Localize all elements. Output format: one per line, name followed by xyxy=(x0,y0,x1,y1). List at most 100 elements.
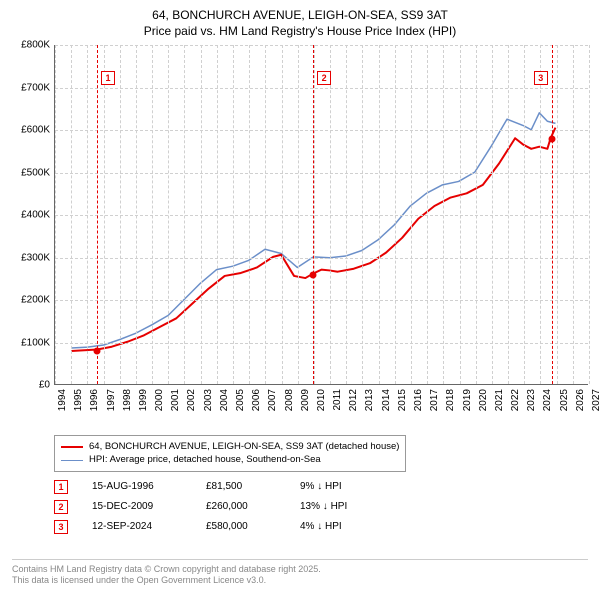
event-price: £580,000 xyxy=(206,521,276,532)
event-table-row: 3 12-SEP-2024 £580,000 4% ↓ HPI xyxy=(54,520,588,534)
legend-label: 64, BONCHURCH AVENUE, LEIGH-ON-SEA, SS9 … xyxy=(89,440,399,453)
x-tick-label: 1999 xyxy=(138,389,149,411)
x-axis: 1994199519961997199819992000200120022003… xyxy=(54,385,588,435)
grid-line-v xyxy=(71,45,72,384)
x-tick-label: 2016 xyxy=(413,389,424,411)
x-tick-label: 2022 xyxy=(510,389,521,411)
grid-line-v xyxy=(379,45,380,384)
x-tick-label: 2013 xyxy=(364,389,375,411)
x-tick-label: 1995 xyxy=(73,389,84,411)
x-tick-label: 2027 xyxy=(591,389,600,411)
grid-line-v xyxy=(249,45,250,384)
legend-swatch xyxy=(61,460,83,461)
title-line-1: 64, BONCHURCH AVENUE, LEIGH-ON-SEA, SS9 … xyxy=(12,8,588,24)
x-tick-label: 2019 xyxy=(462,389,473,411)
grid-line-v xyxy=(168,45,169,384)
chart-container: 64, BONCHURCH AVENUE, LEIGH-ON-SEA, SS9 … xyxy=(0,0,600,590)
grid-line-v xyxy=(411,45,412,384)
footer-line-2: This data is licensed under the Open Gov… xyxy=(12,575,588,586)
legend: 64, BONCHURCH AVENUE, LEIGH-ON-SEA, SS9 … xyxy=(54,435,588,472)
y-tick-label: £0 xyxy=(39,380,50,391)
grid-line-v xyxy=(427,45,428,384)
x-tick-label: 2001 xyxy=(170,389,181,411)
x-tick-label: 2009 xyxy=(300,389,311,411)
sale-marker-dot xyxy=(548,135,555,142)
y-tick-label: £100K xyxy=(21,337,50,348)
x-tick-label: 2023 xyxy=(526,389,537,411)
y-tick-label: £200K xyxy=(21,295,50,306)
event-pct-vs-hpi: 4% ↓ HPI xyxy=(300,521,390,532)
y-tick-label: £300K xyxy=(21,252,50,263)
sale-marker-dot xyxy=(310,271,317,278)
y-tick-label: £700K xyxy=(21,82,50,93)
grid-line-v xyxy=(152,45,153,384)
grid-line-v xyxy=(120,45,121,384)
x-tick-label: 2021 xyxy=(494,389,505,411)
y-tick-label: £500K xyxy=(21,167,50,178)
grid-line-v xyxy=(87,45,88,384)
x-tick-label: 2020 xyxy=(478,389,489,411)
grid-line-v xyxy=(104,45,105,384)
x-tick-label: 2015 xyxy=(397,389,408,411)
grid-line-v xyxy=(184,45,185,384)
event-number-box: 2 xyxy=(54,500,68,514)
x-tick-label: 1998 xyxy=(122,389,133,411)
grid-line-v xyxy=(492,45,493,384)
legend-box: 64, BONCHURCH AVENUE, LEIGH-ON-SEA, SS9 … xyxy=(54,435,406,472)
events-table: 115-AUG-1996£81,5009% ↓ HPI215-DEC-2009£… xyxy=(54,480,588,534)
grid-line-v xyxy=(346,45,347,384)
grid-line-v xyxy=(201,45,202,384)
x-tick-label: 1996 xyxy=(89,389,100,411)
legend-row: 64, BONCHURCH AVENUE, LEIGH-ON-SEA, SS9 … xyxy=(61,440,399,453)
x-tick-label: 2026 xyxy=(575,389,586,411)
x-tick-label: 2002 xyxy=(186,389,197,411)
event-table-row: 215-DEC-2009£260,00013% ↓ HPI xyxy=(54,500,588,514)
y-tick-label: £800K xyxy=(21,40,50,51)
grid-line-v xyxy=(508,45,509,384)
grid-line-v xyxy=(524,45,525,384)
event-marker-box: 3 xyxy=(534,71,548,85)
x-tick-label: 2008 xyxy=(284,389,295,411)
event-number-box: 3 xyxy=(54,520,68,534)
grid-line-v xyxy=(476,45,477,384)
event-marker-box: 2 xyxy=(317,71,331,85)
grid-line-v xyxy=(395,45,396,384)
y-tick-label: £600K xyxy=(21,125,50,136)
chart-area: £0£100K£200K£300K£400K£500K£600K£700K£80… xyxy=(12,45,588,435)
chart-title: 64, BONCHURCH AVENUE, LEIGH-ON-SEA, SS9 … xyxy=(12,8,588,39)
grid-line-v xyxy=(136,45,137,384)
x-tick-label: 2012 xyxy=(348,389,359,411)
grid-line-v xyxy=(460,45,461,384)
x-tick-label: 2010 xyxy=(316,389,327,411)
x-tick-label: 2004 xyxy=(219,389,230,411)
x-tick-label: 2000 xyxy=(154,389,165,411)
grid-line-v xyxy=(443,45,444,384)
grid-line-v xyxy=(589,45,590,384)
x-tick-label: 1994 xyxy=(57,389,68,411)
x-tick-label: 1997 xyxy=(106,389,117,411)
x-tick-label: 2006 xyxy=(251,389,262,411)
event-pct-vs-hpi: 13% ↓ HPI xyxy=(300,501,390,512)
event-date: 15-AUG-1996 xyxy=(92,481,182,492)
grid-line-v xyxy=(282,45,283,384)
x-tick-label: 2025 xyxy=(559,389,570,411)
event-line xyxy=(313,45,314,384)
event-price: £260,000 xyxy=(206,501,276,512)
grid-line-v xyxy=(557,45,558,384)
legend-label: HPI: Average price, detached house, Sout… xyxy=(89,453,321,466)
event-line xyxy=(97,45,98,384)
grid-line-v xyxy=(265,45,266,384)
x-tick-label: 2011 xyxy=(332,389,343,411)
event-pct-vs-hpi: 9% ↓ HPI xyxy=(300,481,390,492)
event-table-row: 115-AUG-1996£81,5009% ↓ HPI xyxy=(54,480,588,494)
grid-line-v xyxy=(217,45,218,384)
legend-swatch xyxy=(61,446,83,448)
grid-line-v xyxy=(362,45,363,384)
y-axis: £0£100K£200K£300K£400K£500K£600K£700K£80… xyxy=(12,45,54,385)
x-tick-label: 2014 xyxy=(381,389,392,411)
event-date: 12-SEP-2024 xyxy=(92,521,182,532)
legend-row: HPI: Average price, detached house, Sout… xyxy=(61,453,399,466)
footer-attribution: Contains HM Land Registry data © Crown c… xyxy=(12,559,588,586)
event-number-box: 1 xyxy=(54,480,68,494)
event-marker-box: 1 xyxy=(101,71,115,85)
